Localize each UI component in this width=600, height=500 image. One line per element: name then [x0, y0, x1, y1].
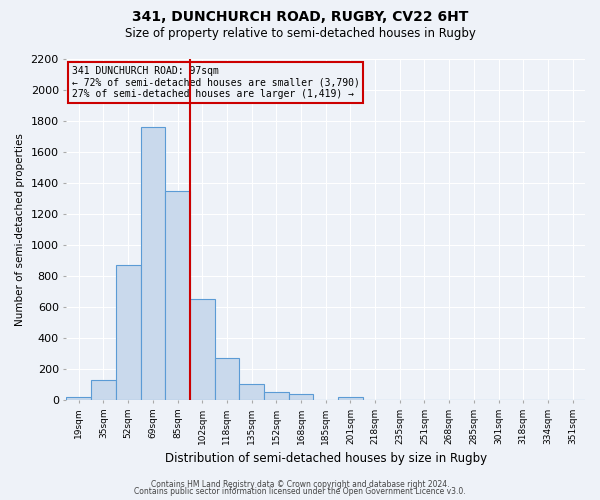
Bar: [338, 398, 363, 400]
Bar: [140, 127, 165, 400]
Bar: [91, 380, 116, 400]
Bar: [165, 190, 190, 400]
Text: 341, DUNCHURCH ROAD, RUGBY, CV22 6HT: 341, DUNCHURCH ROAD, RUGBY, CV22 6HT: [132, 10, 468, 24]
Text: Size of property relative to semi-detached houses in Rugby: Size of property relative to semi-detach…: [125, 28, 475, 40]
Bar: [264, 392, 289, 400]
Bar: [190, 299, 215, 400]
Text: Contains public sector information licensed under the Open Government Licence v3: Contains public sector information licen…: [134, 487, 466, 496]
Bar: [289, 394, 313, 400]
Bar: [215, 358, 239, 400]
Bar: [239, 384, 264, 400]
Y-axis label: Number of semi-detached properties: Number of semi-detached properties: [15, 133, 25, 326]
Bar: [116, 265, 140, 400]
Text: Contains HM Land Registry data © Crown copyright and database right 2024.: Contains HM Land Registry data © Crown c…: [151, 480, 449, 489]
Bar: [67, 396, 91, 400]
X-axis label: Distribution of semi-detached houses by size in Rugby: Distribution of semi-detached houses by …: [164, 452, 487, 465]
Text: 341 DUNCHURCH ROAD: 97sqm
← 72% of semi-detached houses are smaller (3,790)
27% : 341 DUNCHURCH ROAD: 97sqm ← 72% of semi-…: [71, 66, 359, 99]
